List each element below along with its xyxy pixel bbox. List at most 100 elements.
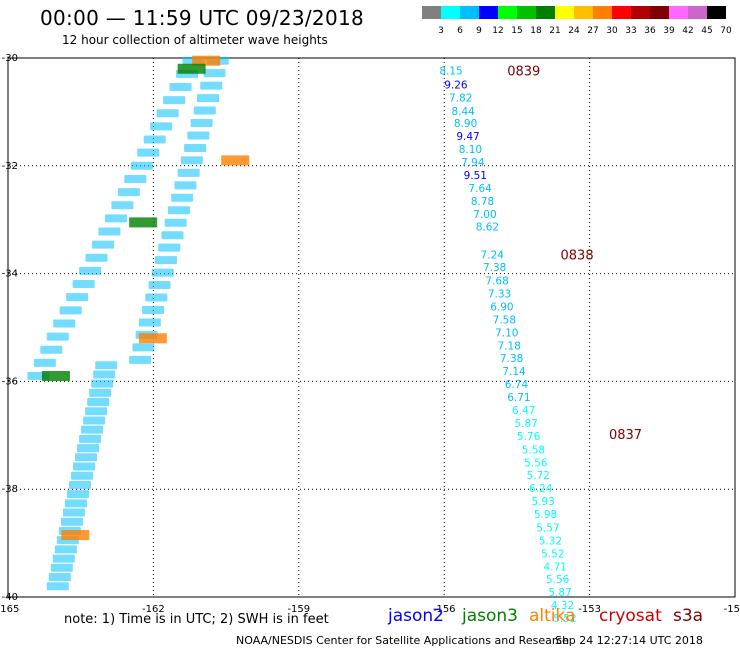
swh-value: 5.93 — [531, 496, 554, 508]
swh-value-mark — [85, 253, 108, 262]
swh-value-mark — [163, 96, 186, 105]
scale-swatch — [707, 6, 726, 19]
scale-label: 30 — [606, 26, 618, 36]
lon-tick-label: -159 — [287, 604, 310, 615]
lon-tick-label: -156 — [433, 604, 456, 615]
scale-swatch — [422, 6, 441, 19]
swh-value-mark — [79, 266, 102, 275]
scale-swatch — [650, 6, 669, 19]
swh-value-mark — [50, 563, 73, 572]
swh-value: 5.52 — [553, 613, 576, 625]
swh-value: 6.71 — [507, 392, 530, 404]
axis-tick-labels: -165 -162 -159 -156 -153 -150 -30 -32 -34 -36 -38 -… — [0, 53, 740, 615]
swh-value-mark — [167, 206, 190, 215]
swh-value: 8.90 — [454, 118, 477, 130]
lat-tick-label: -40 — [2, 592, 18, 603]
swh-value: 7.94 — [461, 157, 485, 169]
swh-value: 5.87 — [514, 418, 537, 430]
swh-value: 7.10 — [495, 327, 518, 339]
swh-value-mark — [48, 573, 71, 582]
swh-value-mark — [68, 480, 91, 489]
swh-value-mark — [171, 193, 194, 202]
swh-value-mark — [66, 293, 89, 302]
swh-value-mark — [190, 119, 213, 128]
swh-value-mark — [89, 388, 112, 397]
swh-value-mark — [130, 161, 153, 170]
scale-swatch — [498, 6, 517, 19]
swh-value: 5.58 — [522, 444, 545, 456]
swh-value: 7.33 — [488, 289, 511, 301]
lat-tick-label: -30 — [2, 53, 18, 64]
swh-value-mark — [66, 490, 89, 499]
pass-time-marker — [221, 155, 250, 166]
swh-value-mark — [132, 343, 155, 352]
swh-value-mark — [145, 293, 168, 302]
pass-time-label: 0839 — [507, 64, 540, 79]
lon-tick-label: -153 — [578, 604, 601, 615]
swh-value-mark — [142, 305, 165, 314]
scale-label: 18 — [530, 26, 542, 36]
swh-value-mark — [177, 168, 200, 177]
mission-jason3: jason3 — [462, 606, 518, 626]
scale-swatch — [555, 6, 574, 19]
swh-value-mark — [85, 407, 108, 416]
swh-value-mark — [150, 122, 173, 131]
east-altimeter-tracks: 8.15 9.267.82 8.448.909.478.107.949.517.64… — [439, 64, 642, 625]
swh-value-mark — [174, 181, 197, 190]
swh-value-mark — [143, 135, 166, 144]
scale-label: 24 — [568, 26, 580, 36]
swh-value-mark — [71, 471, 94, 480]
swh-value-mark — [111, 201, 134, 210]
scale-swatch — [669, 6, 688, 19]
swh-value: 6.90 — [490, 301, 513, 313]
swh-value-mark — [98, 227, 121, 236]
swh-value: 4.71 — [544, 561, 567, 573]
swh-value-mark — [54, 545, 77, 554]
swh-value: 5.56 — [524, 457, 548, 469]
map-frame — [7, 57, 736, 598]
swh-value-mark — [52, 554, 75, 563]
pass-time-marker — [177, 63, 206, 74]
swh-value: 7.58 — [493, 314, 516, 326]
scale-swatch — [688, 6, 707, 19]
scale-label: 70 — [720, 26, 732, 36]
swh-value: 7.68 — [485, 276, 508, 288]
pass-time-marker — [192, 55, 221, 66]
swh-value-mark — [137, 148, 160, 157]
swh-value-mark — [40, 345, 63, 354]
swh-value: 7.38 — [483, 262, 506, 274]
swh-value-mark — [184, 143, 207, 152]
scale-swatch — [517, 6, 536, 19]
scale-swatch — [479, 6, 498, 19]
swh-value: 9.51 — [464, 170, 487, 182]
scale-swatch — [574, 6, 593, 19]
lat-tick-label: -34 — [2, 269, 18, 280]
swh-value: 5.76 — [517, 431, 541, 443]
scale-label: 33 — [625, 26, 636, 36]
map-subtitle: 12 hour collection of altimeter wave hei… — [62, 33, 328, 47]
swh-value-mark — [203, 69, 226, 78]
scale-label: 9 — [476, 26, 482, 36]
generated-timestamp: Sep 24 12:27:14 UTC 2018 — [555, 634, 703, 647]
swh-value: 7.82 — [449, 92, 472, 104]
swh-value-mark — [200, 81, 223, 90]
lat-tick-label: -36 — [2, 376, 18, 387]
scale-swatch — [631, 6, 650, 19]
mission-s3a: s3a — [673, 606, 704, 626]
swh-value: 8.10 — [459, 144, 482, 156]
scale-label: 15 — [511, 26, 522, 36]
scale-label: 27 — [587, 26, 598, 36]
swh-value-mark — [53, 319, 76, 328]
units-note: note: 1) Time is in UTC; 2) SWH is in fe… — [64, 612, 329, 627]
lon-tick-label: -162 — [142, 604, 165, 615]
swh-value-mark — [156, 109, 179, 118]
swh-value: 8.15 — [439, 65, 462, 77]
swh-value-mark — [87, 398, 110, 407]
swh-value: 5.98 — [534, 509, 557, 521]
swh-value-mark — [72, 280, 95, 289]
pass-time-marker — [41, 371, 70, 382]
pass-time-label: 0837 — [609, 428, 642, 443]
swh-value: 9.47 — [456, 131, 479, 143]
credit-line: NOAA/NESDIS Center for Satellite Applica… — [236, 634, 570, 647]
